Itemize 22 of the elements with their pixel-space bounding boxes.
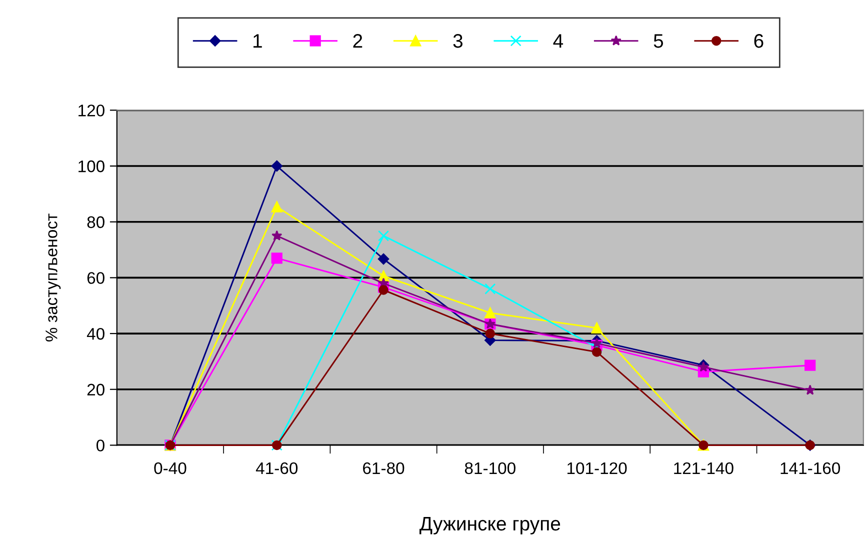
y-tick-label: 20	[87, 384, 104, 396]
y-tick-label: 0	[96, 440, 104, 452]
y-tick-label: 100	[78, 160, 104, 172]
x-tick-label: 101-120	[567, 462, 627, 474]
y-tick-label: 40	[86, 328, 104, 340]
legend-label: 2	[353, 34, 362, 48]
x-tick-label: 81-100	[464, 462, 516, 474]
legend-label: 4	[553, 34, 564, 48]
x-tick-label: 41-60	[256, 462, 298, 474]
y-tick-label: 80	[87, 216, 104, 228]
x-tick-label: 141-160	[780, 462, 840, 474]
y-tick-label: 60	[87, 272, 104, 284]
x-tick-label: 0-40	[154, 462, 186, 474]
legend-label: 5	[654, 34, 664, 48]
y-tick-label: 120	[78, 104, 104, 116]
y-axis-title: % заступљеност	[46, 214, 61, 342]
x-tick-label: 61-80	[363, 462, 404, 474]
x-tick-label: 121-140	[674, 462, 734, 474]
legend-label: 6	[754, 34, 764, 48]
legend-label: 1	[253, 34, 262, 48]
x-axis-title: Дужинске групе	[420, 517, 560, 534]
legend-label: 3	[453, 34, 462, 48]
